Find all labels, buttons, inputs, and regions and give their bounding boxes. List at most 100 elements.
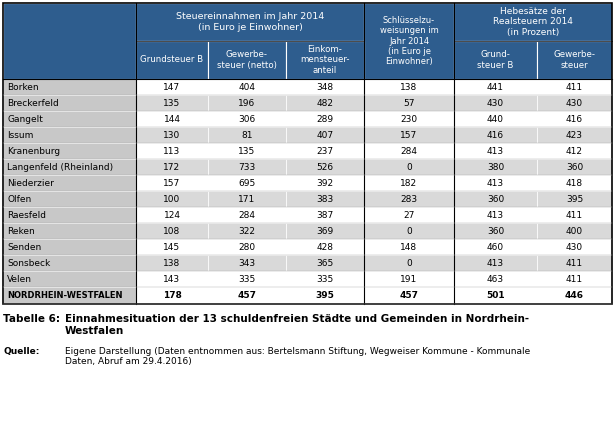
Bar bbox=[286, 223, 364, 239]
Text: 283: 283 bbox=[400, 194, 418, 203]
Text: Einkom-
mensteuer-
anteil: Einkom- mensteuer- anteil bbox=[300, 45, 350, 75]
Text: 413: 413 bbox=[487, 210, 504, 220]
Text: 144: 144 bbox=[164, 114, 180, 123]
Bar bbox=[364, 127, 454, 143]
Text: 380: 380 bbox=[487, 163, 504, 171]
Text: 411: 411 bbox=[566, 259, 583, 267]
Text: 157: 157 bbox=[164, 179, 181, 187]
Bar bbox=[454, 223, 537, 239]
Bar bbox=[364, 191, 454, 207]
Bar bbox=[364, 95, 454, 111]
Text: 157: 157 bbox=[400, 130, 418, 140]
Bar bbox=[454, 111, 537, 127]
Bar bbox=[454, 3, 612, 41]
Text: 428: 428 bbox=[317, 243, 333, 251]
Text: Grundsteuer B: Grundsteuer B bbox=[140, 56, 204, 65]
Text: 365: 365 bbox=[316, 259, 333, 267]
Text: 413: 413 bbox=[487, 179, 504, 187]
Text: 526: 526 bbox=[317, 163, 333, 171]
Text: Niederzier: Niederzier bbox=[7, 179, 54, 187]
Bar bbox=[537, 111, 612, 127]
Bar bbox=[537, 127, 612, 143]
Bar bbox=[208, 255, 286, 271]
Text: 413: 413 bbox=[487, 146, 504, 156]
Bar bbox=[208, 287, 286, 304]
Text: 145: 145 bbox=[164, 243, 181, 251]
Bar bbox=[208, 95, 286, 111]
Bar bbox=[364, 3, 454, 79]
Text: 360: 360 bbox=[487, 194, 504, 203]
Text: 395: 395 bbox=[315, 291, 335, 300]
Bar bbox=[3, 287, 136, 304]
Bar bbox=[208, 143, 286, 159]
Bar bbox=[286, 175, 364, 191]
Text: 463: 463 bbox=[487, 274, 504, 283]
Text: 446: 446 bbox=[565, 291, 584, 300]
Text: 457: 457 bbox=[237, 291, 256, 300]
Text: 196: 196 bbox=[239, 99, 256, 107]
Text: 441: 441 bbox=[487, 83, 504, 91]
Text: Gangelt: Gangelt bbox=[7, 114, 43, 123]
Text: 369: 369 bbox=[316, 226, 333, 236]
Bar bbox=[537, 223, 612, 239]
Bar bbox=[3, 143, 136, 159]
Text: Schlüsselzu-
weisungen im
Jahr 2014
(in Euro je
Einwohner): Schlüsselzu- weisungen im Jahr 2014 (in … bbox=[379, 16, 438, 66]
Bar bbox=[537, 191, 612, 207]
Text: 413: 413 bbox=[487, 259, 504, 267]
Text: Tabelle 6:: Tabelle 6: bbox=[3, 314, 60, 324]
Text: 343: 343 bbox=[239, 259, 256, 267]
Text: 138: 138 bbox=[400, 83, 418, 91]
Bar bbox=[3, 111, 136, 127]
Text: Kranenburg: Kranenburg bbox=[7, 146, 60, 156]
Text: 695: 695 bbox=[239, 179, 256, 187]
Text: 289: 289 bbox=[317, 114, 333, 123]
Bar bbox=[364, 271, 454, 287]
Text: Gewerbe-
steuer: Gewerbe- steuer bbox=[554, 50, 595, 70]
Bar bbox=[3, 223, 136, 239]
Bar bbox=[537, 239, 612, 255]
Text: 411: 411 bbox=[566, 274, 583, 283]
Bar bbox=[136, 175, 208, 191]
Bar bbox=[286, 95, 364, 111]
Bar bbox=[208, 79, 286, 95]
Bar bbox=[208, 175, 286, 191]
Text: 108: 108 bbox=[164, 226, 181, 236]
Text: Olfen: Olfen bbox=[7, 194, 31, 203]
Bar bbox=[286, 143, 364, 159]
Text: 306: 306 bbox=[239, 114, 256, 123]
Bar bbox=[364, 79, 454, 95]
Text: Hebesätze der
Realsteuern 2014
(in Prozent): Hebesätze der Realsteuern 2014 (in Proze… bbox=[493, 7, 573, 37]
Bar bbox=[208, 111, 286, 127]
Bar bbox=[3, 255, 136, 271]
Text: 360: 360 bbox=[487, 226, 504, 236]
Text: 383: 383 bbox=[316, 194, 333, 203]
Bar bbox=[136, 271, 208, 287]
Bar bbox=[364, 111, 454, 127]
Bar bbox=[286, 255, 364, 271]
Text: 430: 430 bbox=[566, 243, 583, 251]
Bar bbox=[454, 255, 537, 271]
Bar bbox=[364, 239, 454, 255]
Bar bbox=[208, 207, 286, 223]
Bar bbox=[208, 271, 286, 287]
Bar bbox=[537, 143, 612, 159]
Text: Grund-
steuer B: Grund- steuer B bbox=[477, 50, 514, 70]
Text: Langenfeld (Rheinland): Langenfeld (Rheinland) bbox=[7, 163, 113, 171]
Text: 416: 416 bbox=[487, 130, 504, 140]
Text: 395: 395 bbox=[566, 194, 583, 203]
Bar bbox=[537, 79, 612, 95]
Text: 172: 172 bbox=[164, 163, 181, 171]
Bar bbox=[286, 41, 364, 79]
Bar bbox=[537, 207, 612, 223]
Bar bbox=[136, 79, 208, 95]
Text: Issum: Issum bbox=[7, 130, 33, 140]
Bar bbox=[364, 223, 454, 239]
Text: NORDRHEIN-WESTFALEN: NORDRHEIN-WESTFALEN bbox=[7, 291, 122, 300]
Bar bbox=[3, 3, 136, 79]
Bar bbox=[3, 127, 136, 143]
Text: 100: 100 bbox=[164, 194, 181, 203]
Text: 284: 284 bbox=[239, 210, 255, 220]
Text: 178: 178 bbox=[162, 291, 181, 300]
Bar bbox=[3, 175, 136, 191]
Bar bbox=[537, 95, 612, 111]
